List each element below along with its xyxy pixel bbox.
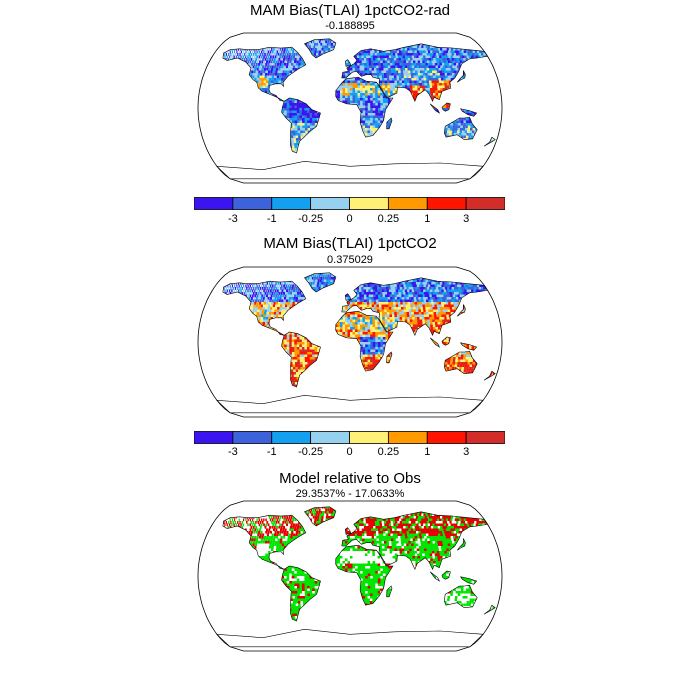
colorbar-tick-label: 3	[463, 213, 470, 225]
colorbar-labels: -3 -1 -0.25 0 0.25 1 3	[194, 446, 505, 460]
coastline-japan	[457, 538, 466, 551]
coastline-newGuinea	[459, 342, 478, 351]
colorbar-tick-label: -3	[227, 446, 238, 458]
coastline-southAmerica	[281, 97, 321, 154]
colorbar-swatch	[426, 197, 467, 210]
coastline-greenland	[304, 272, 337, 293]
coastline-northAmerica	[222, 514, 307, 570]
panel-title: Model relative to Obs	[279, 470, 421, 487]
coastline-madagascar	[386, 117, 393, 130]
colorbar-tick-label: 0	[346, 213, 353, 225]
colorbar-tick-label: 0.25	[377, 446, 400, 458]
colorbar-swatch	[465, 197, 505, 210]
coastline-borneo	[441, 102, 451, 112]
colorbar-swatch	[194, 431, 234, 444]
panel-subtitle: 29.3537% - 17.0633%	[295, 488, 405, 500]
colorbar-tick-label: 1	[424, 446, 431, 458]
coastline-sumatra	[429, 337, 441, 348]
colorbar-tick-label: -1	[266, 213, 277, 225]
map-frame	[197, 500, 503, 652]
colorbar-swatch	[310, 431, 350, 444]
colorbar	[194, 431, 505, 444]
colorbar-swatch	[232, 431, 273, 444]
coastline-africa	[335, 310, 394, 372]
panel-subtitle: -0.188895	[325, 20, 375, 32]
coastline-australia	[443, 584, 478, 609]
panel-bias-rad: MAM Bias(TLAI) 1pctCO2-rad -0.188895 -3-…	[0, 0, 700, 235]
coastline-uk	[344, 527, 352, 535]
coastline-madagascar	[386, 351, 393, 364]
colorbar-swatch	[232, 197, 273, 210]
coastline-nz	[483, 370, 496, 381]
colorbar-tick-label: 0	[346, 446, 353, 458]
coastline-northAmerica	[222, 280, 307, 336]
coastline-antarctica	[216, 628, 484, 648]
colorbar-tick-label: -3	[227, 213, 238, 225]
colorbar-swatch	[194, 197, 234, 210]
coastline-uk	[344, 293, 352, 301]
colorbar-tick-label: -1	[266, 446, 277, 458]
panel-title: MAM Bias(TLAI) 1pctCO2-rad	[249, 2, 451, 19]
map-frame	[197, 266, 503, 418]
coastline-sumatra	[429, 571, 441, 582]
coastline-madagascar	[386, 585, 393, 598]
coastline-eurasia	[341, 277, 489, 337]
coastline-japan	[457, 70, 466, 83]
colorbar-swatch	[349, 431, 389, 444]
colorbar-tick-label: -0.25	[298, 213, 324, 225]
coastline-southAmerica	[281, 331, 321, 388]
coastline-africa	[335, 544, 394, 606]
panel-subtitle: 0.375029	[327, 254, 373, 266]
colorbar-swatch	[387, 197, 428, 210]
colorbar-swatch	[271, 431, 312, 444]
coastline-eurasia	[341, 43, 489, 103]
world-map-relative	[197, 500, 503, 652]
coastline-eurasia	[341, 511, 489, 571]
coastline-greenland	[304, 506, 337, 527]
coastline-japan	[457, 304, 466, 317]
colorbar-labels: -3 -1 -0.25 0 0.25 1 3	[194, 213, 505, 227]
colorbar-swatch	[271, 197, 312, 210]
world-map-bias	[197, 266, 503, 418]
colorbar-tick-label: 3	[463, 446, 470, 458]
coastline-antarctica	[216, 160, 484, 180]
coastline-southAmerica	[281, 565, 321, 622]
colorbar-swatch	[465, 431, 505, 444]
coastline-africa	[335, 76, 394, 138]
colorbar-tick-label: 1	[424, 213, 431, 225]
coastline-newGuinea	[459, 576, 478, 585]
coastline-australia	[443, 350, 478, 375]
colorbar-swatch	[349, 197, 389, 210]
panel-bias: MAM Bias(TLAI) 1pctCO2 0.375029 -3 -1 -0.2…	[0, 235, 700, 470]
coastline-sumatra	[429, 103, 441, 114]
world-map-bias-rad	[197, 32, 503, 184]
colorbar-swatch	[426, 431, 467, 444]
coastline-antarctica	[216, 394, 484, 414]
coastline-newGuinea	[459, 108, 478, 117]
panel-title: MAM Bias(TLAI) 1pctCO2	[263, 235, 437, 252]
coastline-northAmerica	[222, 46, 307, 102]
coastline-australia	[443, 116, 478, 141]
colorbar-tick-label: -0.25	[298, 446, 324, 458]
colorbar-tick-label: 0.25	[377, 213, 400, 225]
colorbar	[194, 197, 505, 210]
coastline-nz	[483, 136, 496, 147]
coastline-greenland	[304, 38, 337, 59]
coastline-borneo	[441, 336, 451, 346]
coastline-uk	[344, 59, 352, 67]
map-frame	[197, 32, 503, 184]
panel-relative: Model relative to Obs 29.3537% - 17.0633…	[0, 470, 700, 700]
coastline-nz	[483, 604, 496, 615]
colorbar-swatch	[310, 197, 350, 210]
coastline-borneo	[441, 570, 451, 580]
colorbar-swatch	[387, 431, 428, 444]
